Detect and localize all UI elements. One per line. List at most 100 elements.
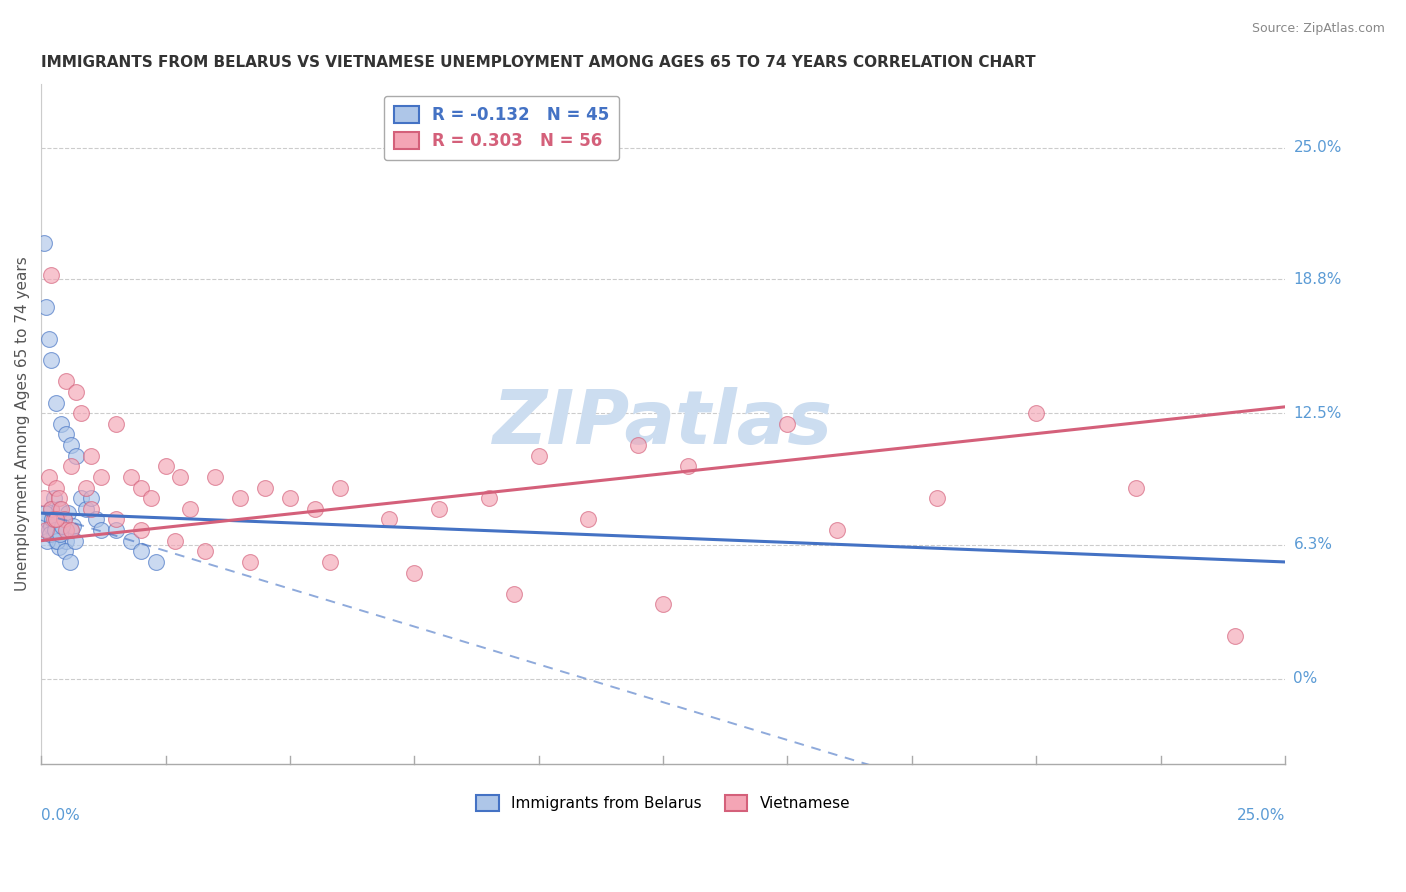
Text: 0%: 0% <box>1294 672 1317 686</box>
Point <box>51 518 73 533</box>
Point <box>32 236 55 251</box>
Text: IMMIGRANTS FROM BELARUS VS VIETNAMESE UNEMPLOYMENT AMONG AGES 65 TO 74 YEARS COR: IMMIGRANTS FROM BELARUS VS VIETNAMESE UN… <box>41 55 1036 70</box>
Point <box>42 491 65 506</box>
Point <box>145 555 167 569</box>
Point <box>84 512 107 526</box>
Point <box>52 512 75 526</box>
Point <box>1225 629 1247 643</box>
Point <box>39 518 62 533</box>
Text: ZIPatlas: ZIPatlas <box>494 387 834 460</box>
Text: 0.0%: 0.0% <box>41 808 80 823</box>
Text: 25.0%: 25.0% <box>1237 808 1285 823</box>
Point <box>120 470 142 484</box>
Point <box>776 417 799 431</box>
Legend: Immigrants from Belarus, Vietnamese: Immigrants from Belarus, Vietnamese <box>470 789 856 817</box>
Point <box>49 501 72 516</box>
Point <box>48 491 70 506</box>
Point <box>80 449 103 463</box>
Point <box>75 481 97 495</box>
Point <box>578 512 600 526</box>
Y-axis label: Unemployment Among Ages 65 to 74 years: Unemployment Among Ages 65 to 74 years <box>15 256 30 591</box>
Point <box>55 427 77 442</box>
Point <box>34 506 56 520</box>
Point <box>404 566 426 580</box>
Text: 18.8%: 18.8% <box>1294 272 1341 287</box>
Point <box>58 506 80 520</box>
Text: 25.0%: 25.0% <box>1294 140 1341 155</box>
Point <box>90 470 112 484</box>
Point <box>45 512 67 526</box>
Point <box>129 544 152 558</box>
Point <box>35 523 58 537</box>
Point <box>49 527 72 541</box>
Point <box>104 417 127 431</box>
Text: 12.5%: 12.5% <box>1294 406 1341 421</box>
Text: Source: ZipAtlas.com: Source: ZipAtlas.com <box>1251 22 1385 36</box>
Point <box>35 512 58 526</box>
Point <box>46 533 69 548</box>
Point <box>59 438 82 452</box>
Point <box>45 533 67 548</box>
Point <box>925 491 948 506</box>
Point <box>39 527 62 541</box>
Point <box>229 491 252 506</box>
Point <box>427 501 450 516</box>
Point <box>104 512 127 526</box>
Point <box>652 598 675 612</box>
Point <box>239 555 262 569</box>
Point <box>39 268 62 282</box>
Point <box>75 501 97 516</box>
Point <box>179 501 201 516</box>
Point <box>55 533 77 548</box>
Point <box>319 555 342 569</box>
Point <box>378 512 401 526</box>
Point <box>825 523 848 537</box>
Point <box>104 523 127 537</box>
Point <box>676 459 699 474</box>
Point <box>155 459 177 474</box>
Point <box>80 501 103 516</box>
Point <box>63 533 86 548</box>
Point <box>35 300 58 314</box>
Point <box>627 438 650 452</box>
Point <box>59 523 82 537</box>
Point <box>35 533 58 548</box>
Point <box>38 523 60 537</box>
Point <box>165 533 187 548</box>
Point <box>90 523 112 537</box>
Point <box>48 501 70 516</box>
Point <box>120 533 142 548</box>
Point <box>59 523 82 537</box>
Point <box>129 523 152 537</box>
Point <box>39 353 62 368</box>
Text: 6.3%: 6.3% <box>1294 538 1333 552</box>
Point <box>53 544 76 558</box>
Point <box>41 512 63 526</box>
Point <box>42 527 65 541</box>
Point <box>304 501 326 516</box>
Point <box>70 406 93 420</box>
Point <box>59 459 82 474</box>
Point <box>42 512 65 526</box>
Point <box>45 481 67 495</box>
Point <box>1125 481 1147 495</box>
Point <box>39 501 62 516</box>
Point <box>55 523 77 537</box>
Point <box>45 395 67 409</box>
Point <box>52 512 75 526</box>
Point <box>45 512 67 526</box>
Point <box>527 449 550 463</box>
Point <box>49 523 72 537</box>
Point <box>80 491 103 506</box>
Point <box>65 384 87 399</box>
Point <box>278 491 301 506</box>
Point <box>253 481 276 495</box>
Point <box>39 501 62 516</box>
Point <box>59 555 82 569</box>
Point <box>204 470 226 484</box>
Point <box>1025 406 1047 420</box>
Point <box>139 491 162 506</box>
Point <box>65 449 87 463</box>
Point <box>478 491 501 506</box>
Point <box>49 417 72 431</box>
